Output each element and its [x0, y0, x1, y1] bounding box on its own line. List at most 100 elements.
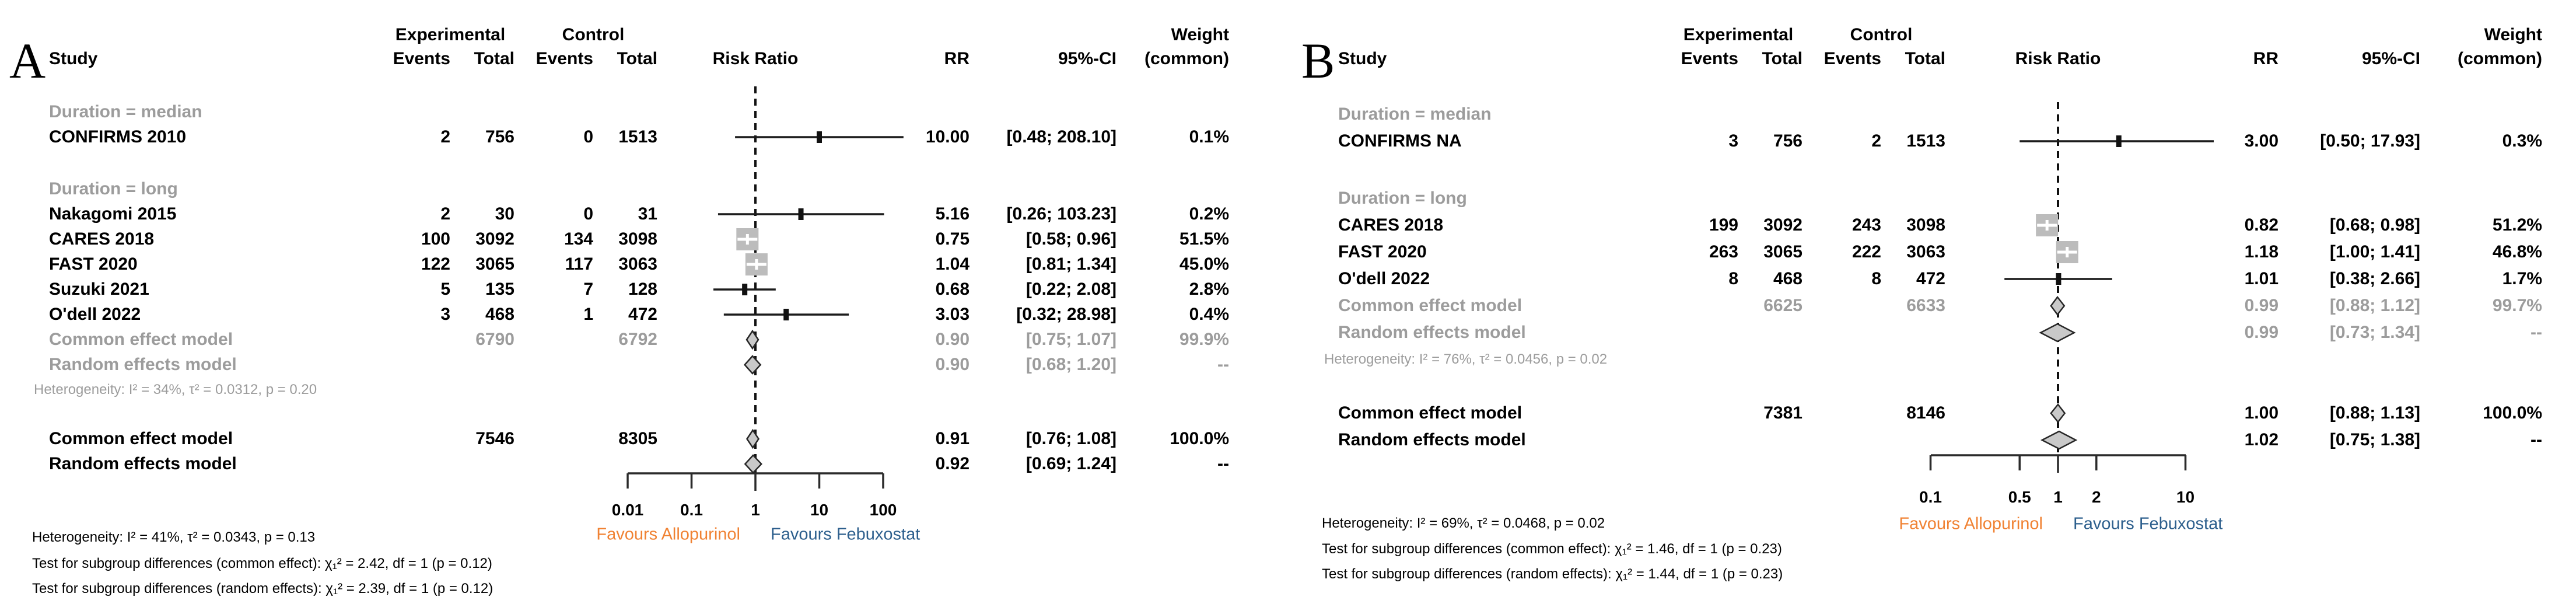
header-weight: Weight	[2484, 25, 2542, 44]
panel-b: B Experimental Control Weight Study Events Tot…	[1288, 0, 2576, 614]
weight-value: 51.2%	[2492, 215, 2542, 235]
point-estimate-tick	[2056, 273, 2062, 285]
exp-events-value: 8	[1728, 269, 1738, 288]
point-estimate-tick	[817, 131, 822, 143]
favours-left-label: Favours Allopurinol	[596, 525, 740, 544]
ctrl-total-value: 3098	[618, 229, 657, 249]
header-ci: 95%-CI	[1058, 49, 1116, 68]
header-ci: 95%-CI	[2361, 49, 2420, 68]
ctrl-events-value: 8	[1871, 269, 1881, 288]
exp-total-value: 3065	[1763, 242, 1803, 261]
weight-value: 0.2%	[1189, 204, 1229, 224]
forest-plot-canvas	[1929, 102, 2214, 473]
exp-total-value: 135	[485, 280, 514, 299]
subgroup-header: Duration = median	[1338, 104, 1492, 124]
ctrl-events-value: 117	[565, 254, 593, 274]
common-effect-diamond-icon	[746, 329, 760, 350]
random-effects-diamond-icon	[743, 355, 762, 375]
ctrl-events-value: 243	[1852, 215, 1881, 235]
header-ctrl-total: Total	[1905, 49, 1945, 68]
exp-events-value: 2	[440, 127, 450, 146]
study-label: O'dell 2022	[1338, 269, 1430, 288]
axis-tick-label: 0.1	[680, 501, 703, 519]
ctrl-total-value: 1513	[1906, 131, 1945, 151]
pooled-row-label: Common effect model	[49, 429, 233, 448]
ctrl-events-value: 2	[1871, 131, 1881, 151]
rr-value: 0.90	[935, 355, 970, 374]
footnote-line: Test for subgroup differences (random ef…	[1322, 566, 1783, 582]
ctrl-events-value: 222	[1852, 242, 1881, 261]
footnote-line: Test for subgroup differences (common ef…	[32, 556, 492, 571]
weight-value: --	[2530, 430, 2542, 449]
exp-events-value: 3	[440, 305, 450, 324]
ctrl-events-value: 0	[583, 127, 593, 146]
forest-plot-canvas	[626, 86, 904, 491]
weight-value: 2.8%	[1189, 280, 1229, 299]
exp-total-value: 3065	[475, 254, 514, 274]
ci-value: [0.88; 1.12]	[2329, 296, 2420, 315]
point-estimate-tick	[2116, 135, 2122, 147]
weight-value: 100.0%	[2483, 403, 2542, 423]
study-label: FAST 2020	[49, 254, 138, 274]
header-ctrl-events: Events	[1824, 49, 1881, 68]
ctrl-events-value: 134	[564, 229, 593, 249]
weight-value: 45.0%	[1179, 254, 1229, 274]
header-weight: Weight	[1171, 25, 1229, 44]
heterogeneity-note: Heterogeneity: I² = 34%, τ² = 0.0312, p …	[34, 382, 317, 397]
exp-events-value: 100	[421, 229, 450, 249]
weight-value: 51.5%	[1179, 229, 1229, 249]
study-label: O'dell 2022	[49, 305, 141, 324]
rr-value: 0.99	[2244, 296, 2278, 315]
point-estimate-tick	[783, 309, 789, 320]
exp-total-value: 756	[485, 127, 514, 146]
ci-value: [0.69; 1.24]	[1026, 454, 1116, 473]
axis-tick-label: 0.5	[2008, 488, 2031, 506]
exp-total-value: 3092	[1763, 215, 1803, 235]
ci-value: [1.00; 1.41]	[2329, 242, 2420, 261]
exp-events-value: 3	[1728, 131, 1738, 151]
header-weight-common: (common)	[2458, 49, 2542, 68]
exp-events-value: 2	[440, 204, 450, 224]
panel-letter: B	[1301, 33, 1335, 89]
study-label: Nakagomi 2015	[49, 204, 177, 224]
random-effects-diamond-icon	[2040, 430, 2078, 450]
weight-value: 0.1%	[1189, 127, 1229, 146]
footnote-line: Heterogeneity: I² = 41%, τ² = 0.0343, p …	[32, 529, 316, 545]
rr-value: 3.00	[2244, 131, 2278, 151]
footnote-line: Heterogeneity: I² = 69%, τ² = 0.0468, p …	[1322, 515, 1605, 531]
weight-value: 0.3%	[2502, 131, 2542, 151]
ci-value: [0.48; 208.10]	[1006, 127, 1116, 146]
header-exp-total: Total	[1762, 49, 1803, 68]
study-label: FAST 2020	[1338, 242, 1427, 261]
header-exp-events: Events	[393, 49, 450, 68]
ctrl-events-value: 7	[583, 280, 593, 299]
ci-value: [0.50; 17.93]	[2320, 131, 2420, 151]
pooled-row-label: Common effect model	[1338, 296, 1522, 315]
rr-value: 1.04	[935, 254, 970, 274]
ctrl-total-value: 128	[628, 280, 657, 299]
header-experimental: Experimental	[1683, 25, 1794, 44]
weight-value: 99.7%	[2492, 296, 2542, 315]
point-estimate-tick	[742, 284, 748, 295]
subgroup-header: Duration = long	[1338, 189, 1467, 208]
study-label: CARES 2018	[49, 229, 155, 249]
axis-tick-label: 10	[2176, 488, 2195, 506]
ctrl-total-value: 6633	[1906, 296, 1945, 315]
ctrl-total-value: 472	[628, 305, 657, 324]
header-rr: RR	[2253, 49, 2278, 68]
common-effect-diamond-icon	[746, 428, 760, 449]
ci-value: [0.88; 1.13]	[2329, 403, 2420, 423]
exp-events-value: 5	[440, 280, 450, 299]
rr-value: 0.75	[935, 229, 970, 249]
header-control: Control	[562, 25, 625, 44]
weight-value: 0.4%	[1189, 305, 1229, 324]
axis-tick-label: 0.1	[1919, 488, 1942, 506]
study-label: CARES 2018	[1338, 215, 1444, 235]
header-ctrl-events: Events	[536, 49, 593, 68]
header-risk-ratio: Risk Ratio	[2015, 49, 2101, 68]
header-control: Control	[1850, 25, 1913, 44]
ci-value: [0.22; 2.08]	[1026, 280, 1116, 299]
pooled-row-label: Random effects model	[49, 355, 237, 374]
exp-total-value: 756	[1773, 131, 1803, 151]
study-label: Suzuki 2021	[49, 280, 149, 299]
